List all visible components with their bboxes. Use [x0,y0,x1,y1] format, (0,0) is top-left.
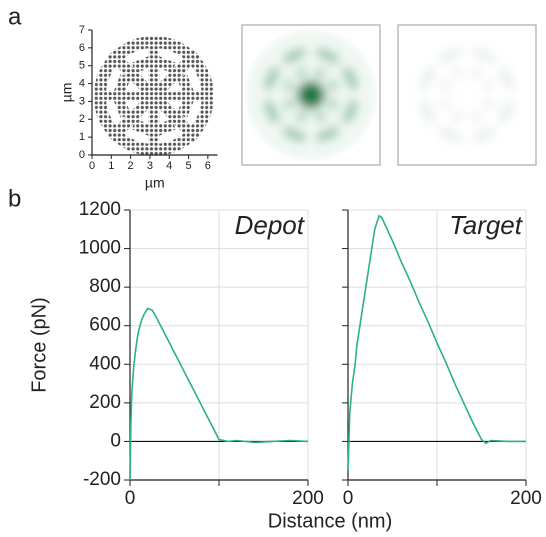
y-tick-label: 4 [79,77,85,89]
x-tick-label: 200 [292,488,324,509]
y-tick-label: 1200 [79,199,121,220]
microscopy-image [397,24,537,166]
y-tick-label: 6 [79,42,85,54]
x-tick-label: 0 [125,488,136,509]
y-tick-label: -200 [83,469,121,490]
x-tick-label: 3 [147,160,153,172]
y-tick-label: 5 [79,60,85,72]
x-tick-label: 5 [185,160,191,172]
microscopy-image [241,24,381,166]
y-tick-label: 600 [89,315,121,336]
panel-label: a [8,3,22,30]
panel-label: b [8,185,21,212]
y-tick-label: 0 [110,430,121,451]
y-tick-label: 400 [89,353,121,374]
force-curve [347,214,526,471]
y-tick-label: 3 [79,95,85,107]
force-curve [129,307,309,481]
chart-title: Depot [235,210,306,240]
dot-pattern [89,32,218,160]
x-tick-label: 4 [166,160,172,172]
y-tick-label: 2 [79,113,85,125]
x-tick-label: 1 [108,160,114,172]
x-tick-label: 0 [89,160,95,172]
y-axis-label: Force (pN) [28,297,50,393]
x-tick-label: 200 [510,488,542,509]
y-axis-label: µm [59,83,75,103]
x-axis-label: Distance (nm) [268,510,392,532]
y-tick-label: 800 [89,276,121,297]
x-tick-label: 2 [128,160,134,172]
y-tick-label: 7 [79,24,85,36]
chart-title: Target [449,210,524,240]
x-tick-label: 0 [343,488,354,509]
y-tick-label: 0 [79,149,85,161]
y-tick-label: 1 [79,131,85,143]
y-tick-label: 200 [89,392,121,413]
y-tick-label: 1000 [79,238,121,259]
x-axis-label: µm [145,175,165,191]
x-tick-label: 6 [205,160,211,172]
